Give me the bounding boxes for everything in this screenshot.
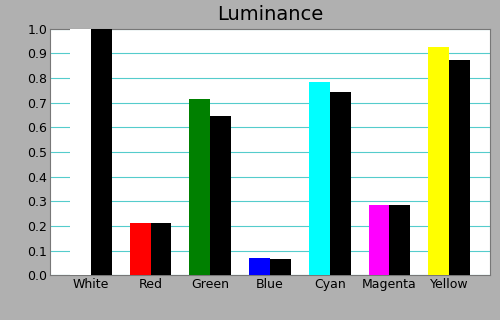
Bar [249,258,270,275]
Bar [91,29,112,275]
Bar [428,47,449,275]
Bar [390,205,410,275]
Bar [150,223,172,275]
Bar [270,259,291,275]
Bar [210,116,231,275]
Bar [130,223,150,275]
Bar [330,92,350,275]
Title: Luminance: Luminance [217,5,323,24]
Bar [449,60,470,275]
Bar [70,29,91,275]
Bar [368,205,390,275]
Bar [190,99,210,275]
Bar [309,82,330,275]
